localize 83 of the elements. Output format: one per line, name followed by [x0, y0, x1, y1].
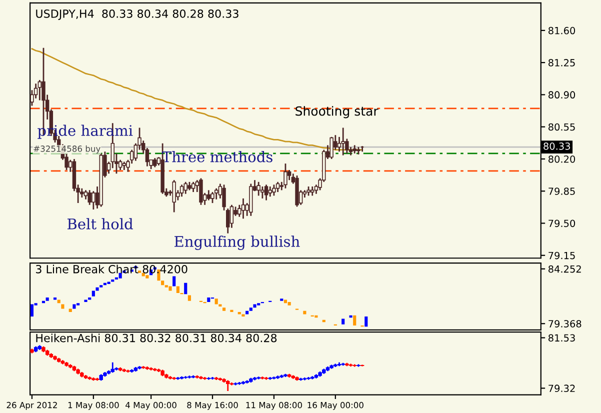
- chart-title: 3 Line Break Chart 80.4200: [36, 264, 188, 274]
- bar: [342, 318, 345, 324]
- candlestick: [276, 181, 280, 193]
- candlestick: [272, 184, 276, 196]
- bar: [253, 304, 256, 308]
- candlestick: [341, 127, 345, 156]
- bar: [92, 290, 95, 296]
- bar: [72, 304, 76, 309]
- candlestick: [38, 79, 42, 101]
- y-tick-label: 79.368: [548, 320, 582, 328]
- bar: [68, 308, 72, 312]
- candlestick: [256, 181, 260, 196]
- candlestick: [88, 189, 92, 206]
- y-tick-label: 81.60: [548, 26, 576, 34]
- x-tick-label: 8 May 16:00: [187, 402, 238, 410]
- annotation: Engulfing bullish: [174, 236, 300, 250]
- candlestick: [260, 186, 264, 200]
- candlestick: [306, 186, 310, 196]
- y-tick-label: 80.55: [548, 123, 575, 131]
- bar: [96, 287, 99, 291]
- bar: [246, 310, 249, 314]
- annotation: Shooting star: [296, 106, 378, 118]
- candlestick: [180, 184, 184, 198]
- bar: [30, 304, 34, 317]
- candlestick: [264, 184, 268, 201]
- bar: [61, 304, 64, 309]
- candlestick: [210, 191, 214, 204]
- candlestick: [199, 178, 203, 206]
- y-tick-label: 81.53: [548, 334, 575, 342]
- x-tick-label: 4 May 00:00: [126, 402, 176, 410]
- bar: [146, 275, 149, 278]
- candlestick: [310, 186, 314, 196]
- candlestick: [110, 362, 114, 374]
- bar: [364, 316, 368, 327]
- x-tick-label: 26 Apr 2012: [6, 402, 57, 410]
- bar: [242, 314, 245, 317]
- bar: [207, 297, 210, 302]
- bar: [249, 308, 252, 311]
- bar: [57, 300, 60, 304]
- bar: [214, 298, 218, 304]
- y-tick-label: 84.252: [548, 265, 581, 273]
- bar: [172, 276, 176, 286]
- bar: [303, 310, 306, 314]
- candlestick: [214, 188, 218, 200]
- candlestick: [330, 136, 334, 160]
- x-tick-label: 11 May 08:00: [246, 402, 302, 410]
- y-tick-label: 79.50: [548, 220, 576, 228]
- candlestick: [226, 380, 230, 392]
- y-tick-label: 79.15: [548, 252, 575, 260]
- candlestick: [92, 190, 96, 210]
- bar: [118, 272, 122, 278]
- bar: [161, 280, 164, 286]
- ref-line-label: #32514586 buy: [34, 145, 100, 154]
- candlestick: [172, 179, 176, 213]
- y-tick-label: 80.20: [548, 155, 576, 163]
- bar: [288, 302, 291, 306]
- candlestick: [287, 169, 292, 181]
- bar: [188, 295, 191, 301]
- bar: [349, 315, 352, 318]
- candlestick: [184, 181, 188, 195]
- candlestick: [191, 181, 196, 193]
- y-tick-label: 79.85: [548, 188, 575, 195]
- candlestick: [241, 198, 246, 220]
- annotation: Belt hold: [68, 218, 133, 230]
- text: USDJPY,H4 80.33 80.34 80.28 80.33: [36, 9, 238, 20]
- x-tick-label: 16 May 00:00: [308, 402, 364, 410]
- bar: [222, 308, 226, 311]
- candlestick: [284, 162, 288, 190]
- bar: [184, 282, 188, 294]
- chart-title: Heiken-Ashi 80.31 80.32 80.31 80.34 80.28: [36, 334, 277, 342]
- bar: [353, 315, 356, 326]
- y-tick-label: 81.25: [548, 59, 575, 66]
- candlestick: [206, 189, 211, 201]
- bar: [176, 286, 180, 294]
- y-tick-label: 80.90: [548, 91, 576, 99]
- bar: [284, 300, 288, 304]
- x-tick-label: 1 May 08:00: [68, 402, 119, 410]
- bar: [168, 286, 172, 291]
- bar: [46, 297, 49, 301]
- candlestick: [268, 186, 272, 198]
- y-tick-label: 79.32: [548, 384, 575, 392]
- ref-line-label: 80.33: [544, 142, 570, 150]
- candlestick: [153, 157, 157, 168]
